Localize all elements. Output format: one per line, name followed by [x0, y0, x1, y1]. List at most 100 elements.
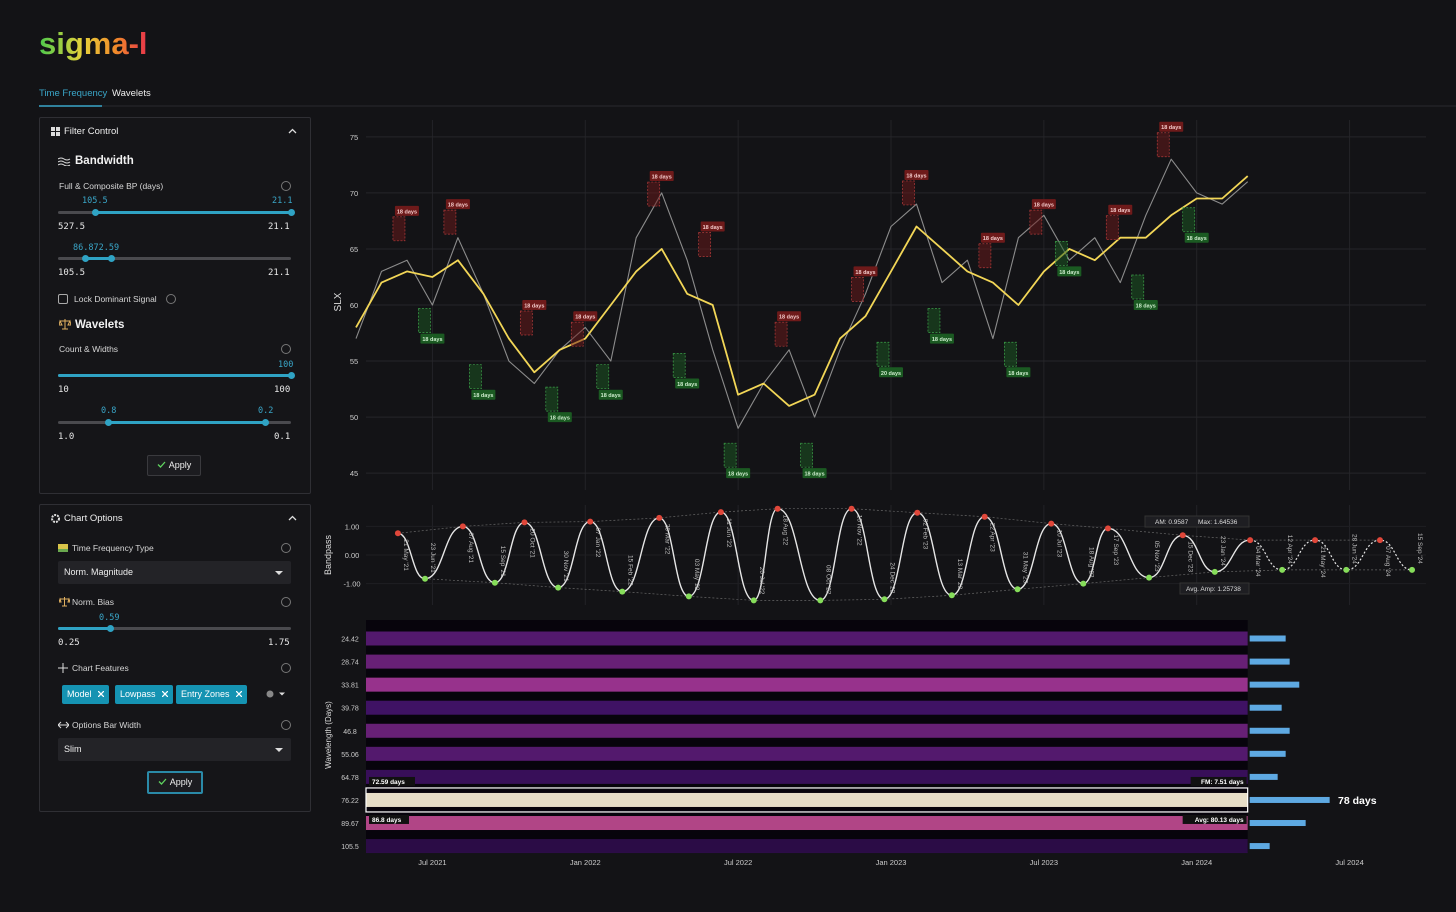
- entry-zone-label: 18 days: [906, 173, 926, 179]
- help-icon[interactable]: [281, 597, 291, 607]
- entry-zone-label: 18 days: [1059, 270, 1079, 276]
- heatmap-band: [366, 792, 1248, 807]
- trough-marker: [1146, 574, 1153, 581]
- collapse-icon[interactable]: [288, 128, 297, 134]
- turning-point-label: 12 Apr '24: [1286, 535, 1293, 564]
- turning-point-label: 05 Nov '23: [1153, 541, 1160, 572]
- select[interactable]: Slim: [58, 738, 291, 761]
- select[interactable]: Norm. Magnitude: [58, 561, 291, 584]
- button-label: Apply: [169, 777, 193, 787]
- trough-marker: [817, 597, 824, 604]
- slider-value: 100: [278, 360, 294, 370]
- lowpass-line: [355, 175, 1249, 407]
- y-tick-label: 70: [350, 189, 358, 198]
- turning-point-label: 11 Jun '22: [725, 518, 732, 548]
- slider-handle[interactable]: [262, 419, 269, 426]
- entry-zone-badge: [1184, 232, 1209, 243]
- slider-handle[interactable]: [288, 209, 295, 216]
- slider-handle[interactable]: [107, 625, 114, 632]
- entry-zone: [723, 442, 737, 468]
- panel-title[interactable]: Filter Control: [64, 126, 119, 137]
- trough-marker: [1080, 580, 1087, 587]
- slider-range: [95, 211, 291, 214]
- heatmap-band: [366, 839, 1248, 854]
- tab[interactable]: Wavelets: [112, 88, 151, 99]
- entry-zone: [978, 243, 992, 269]
- slider-track[interactable]: [58, 257, 291, 260]
- entry-zone: [774, 321, 788, 347]
- panel-title[interactable]: Chart Options: [64, 513, 123, 524]
- turning-point-label: 03 May '22: [693, 559, 700, 591]
- feature-tag[interactable]: Model: [62, 685, 109, 704]
- field-label: Full & Composite BP (days): [59, 181, 164, 191]
- peak-marker: [914, 509, 921, 516]
- turning-point-label: 17 Sep '23: [1112, 534, 1119, 565]
- heatmap-band: [366, 816, 1248, 831]
- slider-track[interactable]: [58, 627, 291, 630]
- entry-zone: [672, 353, 686, 378]
- slider-range: [58, 627, 110, 630]
- turning-point-label: 21 May '24: [1319, 546, 1326, 578]
- entry-zone-badge: [420, 333, 445, 344]
- help-icon[interactable]: [281, 344, 291, 354]
- help-icon[interactable]: [281, 720, 291, 730]
- checkbox-label[interactable]: Lock Dominant Signal: [74, 294, 157, 304]
- entry-zone-label: 18 days: [1187, 236, 1207, 242]
- entry-zone-badge: [904, 169, 929, 180]
- turning-point-label: 18 Aug '22: [782, 515, 789, 546]
- bandpass-projection: [1250, 539, 1413, 571]
- entry-zone-label: 18 days: [779, 315, 799, 321]
- slider-handle[interactable]: [82, 255, 89, 262]
- entry-zone: [1029, 209, 1043, 235]
- heatmap-band: [366, 654, 1248, 669]
- entry-zone-label: 18 days: [703, 225, 723, 231]
- trough-marker: [1343, 566, 1350, 573]
- apply-button[interactable]: Apply: [147, 771, 203, 794]
- logo[interactable]: sigma-l: [39, 26, 148, 61]
- trough-marker: [422, 575, 429, 582]
- entry-zone-label: 18 days: [652, 175, 672, 181]
- x-tick-label: Jul 2024: [1335, 858, 1363, 867]
- y-tick-label: 55.06: [341, 752, 359, 759]
- entry-zone-badge: [777, 311, 802, 322]
- entry-zone: [1131, 274, 1145, 300]
- slider-value: 0.59: [99, 613, 120, 623]
- feature-tag[interactable]: Lowpass: [115, 685, 173, 704]
- y-tick-label: 0.00: [345, 551, 360, 560]
- entry-zone-label: 18 days: [524, 304, 544, 310]
- slider-min: 527.5: [58, 222, 86, 232]
- checkbox[interactable]: [58, 294, 68, 304]
- entry-zone-label: 18 days: [855, 270, 875, 276]
- help-icon[interactable]: [281, 181, 291, 191]
- turning-point-label: 15 Sep '21: [499, 546, 506, 577]
- peak-marker: [1376, 537, 1383, 544]
- slider-handle[interactable]: [105, 419, 112, 426]
- field-label: Chart Features: [72, 663, 129, 673]
- peak-marker: [1247, 537, 1254, 544]
- peak-marker: [1104, 525, 1111, 532]
- stat-box: [1144, 515, 1250, 528]
- slider-handle[interactable]: [92, 209, 99, 216]
- tag-controls[interactable]: [266, 690, 286, 698]
- entry-zone: [647, 181, 661, 207]
- slider-max: 1.75: [268, 638, 290, 648]
- collapse-icon[interactable]: [288, 515, 297, 521]
- tag-label: Entry Zones: [181, 689, 230, 699]
- turning-point-label: 20 Oct '21: [528, 528, 535, 558]
- slider-handle[interactable]: [108, 255, 115, 262]
- tab[interactable]: Time Frequency: [39, 88, 108, 99]
- help-icon[interactable]: [281, 663, 291, 673]
- slider-handle[interactable]: [288, 372, 295, 379]
- turning-point-label: 04 Mar '24: [1254, 546, 1261, 577]
- entry-zone-label: 18 days: [932, 337, 952, 343]
- x-tick-label: Jul 2023: [1030, 858, 1058, 867]
- field-label: Time Frequency Type: [72, 543, 154, 553]
- heatmap-band: [366, 746, 1248, 761]
- type-icon: [58, 544, 68, 552]
- spectrum-bar: [1249, 727, 1290, 734]
- help-icon[interactable]: [166, 294, 176, 304]
- help-icon[interactable]: [281, 543, 291, 553]
- peak-marker: [981, 513, 988, 520]
- apply-button[interactable]: Apply: [147, 455, 201, 476]
- feature-tag[interactable]: Entry Zones: [176, 685, 247, 704]
